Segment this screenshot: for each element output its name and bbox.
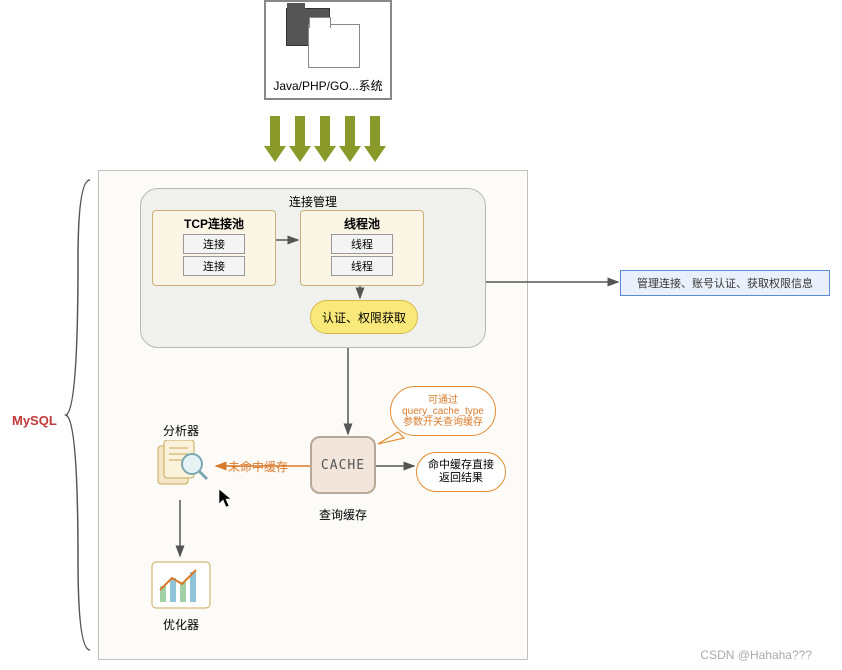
tcp-item: 连接 [183,234,245,254]
bubble-line: query_cache_type [402,406,484,417]
cache-node-label: CACHE [321,458,365,473]
right-info-box: 管理连接、账号认证、获取权限信息 [620,270,830,296]
client-systems-box: Java/PHP/GO...系统 [264,0,392,100]
thread-pool-group: 线程池 线程 线程 [300,210,424,286]
diagram-canvas: Java/PHP/GO...系统 MySQL 连接管理 TCP连接池 连接 连接… [0,0,842,670]
thread-item: 线程 [331,256,393,276]
optimizer-icon [150,560,212,610]
folder-icon-front [308,24,360,68]
connection-panel-title: 连接管理 [141,193,485,210]
tcp-pool-group: TCP连接池 连接 连接 [152,210,276,286]
auth-node-label: 认证、权限获取 [322,309,406,326]
bubble-line: 可通过 [428,395,458,406]
cache-caption: 查询缓存 [310,506,376,523]
cache-node: CACHE [310,436,376,494]
cache-hit-bubble: 命中缓存直接 返回结果 [416,452,506,492]
bubble-line: 返回结果 [439,472,483,485]
bubble-line: 命中缓存直接 [428,459,494,472]
cursor-icon [218,488,234,510]
right-info-label: 管理连接、账号认证、获取权限信息 [637,275,813,291]
cache-config-bubble: 可通过 query_cache_type 参数开关查询缓存 [390,386,496,436]
mysql-label: MySQL [12,413,57,428]
auth-node: 认证、权限获取 [310,300,418,334]
client-systems-label: Java/PHP/GO...系统 [266,77,390,94]
tcp-pool-title: TCP连接池 [153,215,275,232]
thread-item: 线程 [331,234,393,254]
analyzer-icon [152,440,210,494]
miss-cache-label: 未命中缓存 [228,458,288,475]
watermark: CSDN @Hahaha??? [700,648,812,662]
brace-icon [66,180,90,650]
optimizer-title: 优化器 [150,616,212,633]
tcp-item: 连接 [183,256,245,276]
bubble-line: 参数开关查询缓存 [403,417,483,428]
thread-pool-title: 线程池 [301,215,423,232]
download-arrows-group [264,116,386,162]
analyzer-title: 分析器 [152,422,210,439]
